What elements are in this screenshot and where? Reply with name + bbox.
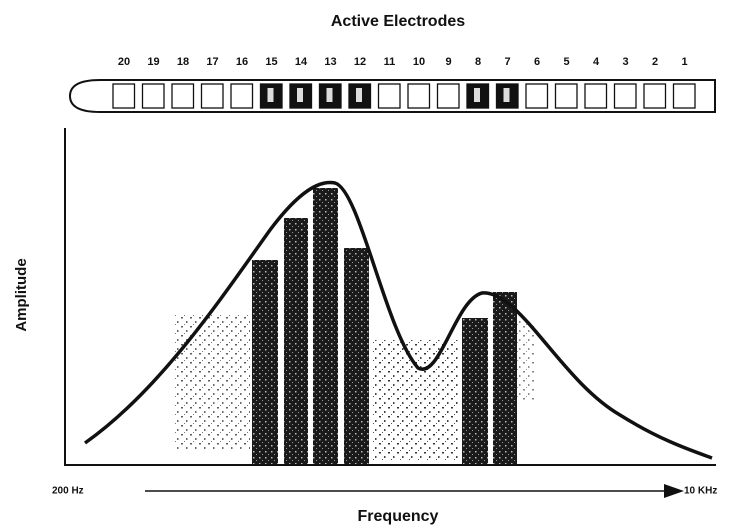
electrode-number: 13 <box>324 56 336 68</box>
electrode-number: 16 <box>236 56 248 68</box>
electrode-highlight <box>474 88 480 102</box>
x-axis-label: Frequency <box>358 508 439 525</box>
electrode-number: 20 <box>118 56 130 68</box>
electrode <box>408 84 430 108</box>
page: Active Electrodes Amplitude 200 Hz 10 KH… <box>0 0 730 528</box>
electrode-strip <box>70 80 715 112</box>
electrode-number: 5 <box>563 56 569 68</box>
x-axis-end: 10 KHz <box>684 486 717 497</box>
electrode <box>231 84 253 108</box>
electrode <box>379 84 401 108</box>
bar <box>493 292 517 465</box>
electrode-highlight <box>327 88 333 102</box>
arrow-head <box>664 484 684 498</box>
bar <box>344 248 369 465</box>
electrode-number: 2 <box>652 56 658 68</box>
electrode <box>674 84 696 108</box>
electrode <box>644 84 666 108</box>
diagram: Active Electrodes Amplitude 200 Hz 10 KH… <box>0 0 730 528</box>
electrode-number: 12 <box>354 56 366 68</box>
electrode <box>172 84 194 108</box>
electrode-highlight <box>297 88 303 102</box>
y-axis-label: Amplitude <box>13 258 30 331</box>
electrode-number: 1 <box>681 56 687 68</box>
electrode <box>143 84 165 108</box>
electrode-number: 19 <box>147 56 159 68</box>
bar <box>462 318 488 465</box>
electrode-number: 18 <box>177 56 189 68</box>
electrode <box>585 84 607 108</box>
electrode <box>526 84 548 108</box>
electrode <box>113 84 135 108</box>
electrode-number: 10 <box>413 56 425 68</box>
electrode <box>615 84 637 108</box>
electrode-number: 17 <box>206 56 218 68</box>
electrode-number: 7 <box>504 56 510 68</box>
stipple <box>372 340 460 460</box>
electrode-number: 11 <box>384 56 396 68</box>
electrode-number: 4 <box>593 56 600 68</box>
electrode-highlight <box>356 88 362 102</box>
electrode-number: 9 <box>445 56 451 68</box>
electrode-number: 3 <box>622 56 628 68</box>
x-axis-start: 200 Hz <box>52 486 84 497</box>
electrode <box>438 84 460 108</box>
title: Active Electrodes <box>331 13 465 30</box>
electrode-highlight <box>268 88 274 102</box>
electrode-number: 6 <box>534 56 540 68</box>
electrode <box>556 84 578 108</box>
bar <box>313 188 338 465</box>
electrode-number: 8 <box>475 56 481 68</box>
electrode-highlight <box>504 88 510 102</box>
electrode-number: 14 <box>295 56 308 68</box>
bar <box>284 218 308 465</box>
bar <box>252 260 278 465</box>
electrode <box>202 84 224 108</box>
electrode-number: 15 <box>265 56 277 68</box>
stipple <box>175 315 250 450</box>
